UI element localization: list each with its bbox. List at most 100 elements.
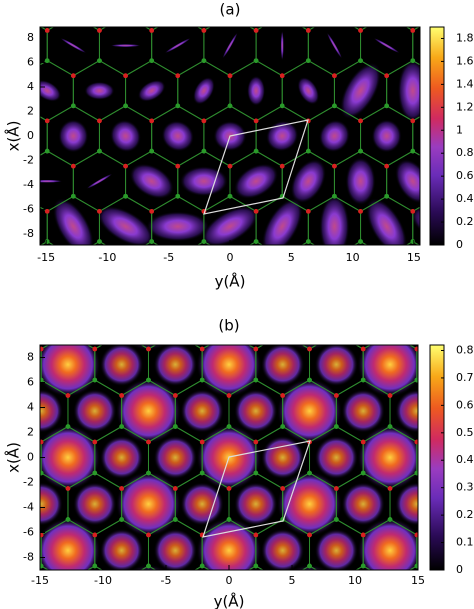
atom (360, 563, 366, 569)
atom (307, 285, 312, 290)
atom (71, 163, 76, 169)
y-tick-label: 6 (27, 56, 34, 69)
colorbar-tick-label: 0 (456, 238, 463, 251)
atom (227, 163, 233, 169)
atom (71, 73, 76, 79)
atom (384, 193, 389, 199)
x-tick-label: -10 (94, 574, 112, 587)
atom (441, 579, 446, 584)
atom (358, 28, 363, 33)
lattice-ring (140, 345, 157, 350)
lattice-ring (40, 345, 50, 350)
atom (173, 579, 178, 584)
atom (227, 300, 232, 305)
atom (279, 163, 285, 169)
lattice-ring (301, 345, 318, 350)
y-tick-label: -2 (23, 476, 34, 489)
atom (199, 439, 205, 445)
atom (119, 331, 124, 336)
density-spot (0, 378, 20, 443)
atom (306, 300, 311, 305)
atom (280, 300, 285, 305)
atom (66, 579, 71, 584)
cell-outline-b (202, 440, 311, 538)
y-tick-label: -6 (23, 202, 34, 215)
atom (66, 300, 71, 305)
atom (334, 424, 339, 429)
colorbar-tick-label: 0.3 (456, 481, 474, 494)
atom (441, 579, 446, 584)
atom (334, 517, 339, 522)
density-spot (40, 517, 101, 570)
atom (437, 13, 442, 18)
atom (175, 13, 180, 18)
atom (441, 579, 446, 584)
density-spot (280, 30, 284, 61)
density-spot (261, 198, 303, 245)
y-tick-label: 2 (27, 426, 34, 439)
y-tick-label: -6 (23, 526, 34, 539)
atom (19, 104, 24, 109)
colorbar-tick-label: 0.2 (456, 508, 474, 521)
density-spot (99, 435, 144, 480)
cell-outline-a (203, 119, 309, 215)
atom (119, 300, 124, 305)
atom (19, 13, 24, 18)
x-axis-label: y(Å) (214, 592, 245, 609)
atom (280, 254, 285, 259)
atom (173, 300, 178, 305)
atom (388, 331, 393, 336)
colorbar-tick-label: 1.2 (456, 100, 474, 113)
lattice-ring (408, 565, 418, 570)
density-spot (97, 205, 154, 245)
atom (12, 393, 17, 398)
density-spot (110, 44, 141, 48)
atom (12, 579, 17, 584)
lattice-ring (144, 27, 159, 32)
atom (71, 284, 76, 289)
y-tick-label: -8 (23, 551, 34, 564)
atom (92, 439, 98, 445)
atom (44, 118, 50, 124)
atom (253, 470, 259, 476)
density-spot (58, 119, 89, 153)
atom (97, 28, 102, 33)
atom (332, 254, 337, 259)
atom (175, 163, 181, 169)
density-spot (448, 257, 474, 287)
heatmap-area (19, 13, 474, 305)
atom (332, 13, 337, 18)
panel-title: (a) (220, 1, 241, 19)
atom (12, 424, 17, 429)
density-spot (180, 482, 224, 526)
atom (71, 103, 76, 109)
atom (306, 148, 311, 154)
density-spot (357, 517, 418, 570)
x-tick-label: -5 (161, 574, 172, 587)
x-tick-label: 15 (407, 251, 421, 264)
atom (226, 486, 232, 491)
density-spot (357, 424, 418, 491)
atom (332, 284, 337, 289)
x-tick-label: 0 (226, 574, 233, 587)
atom (463, 209, 468, 214)
atom (384, 163, 389, 169)
atom (334, 300, 339, 305)
atom (123, 13, 128, 18)
density-spot (40, 179, 63, 183)
atom (65, 517, 71, 522)
atom (358, 118, 363, 124)
colorbar (429, 26, 445, 246)
atom (12, 486, 17, 491)
density-spot (247, 75, 266, 106)
atom (253, 28, 259, 33)
lattice-ring (0, 566, 14, 609)
atom (410, 300, 415, 305)
atom (175, 193, 181, 199)
atom (437, 254, 442, 259)
y-axis-label: x(Å) (4, 121, 23, 152)
atom (12, 300, 17, 305)
atom (227, 193, 233, 199)
lattice-ring (301, 27, 316, 32)
